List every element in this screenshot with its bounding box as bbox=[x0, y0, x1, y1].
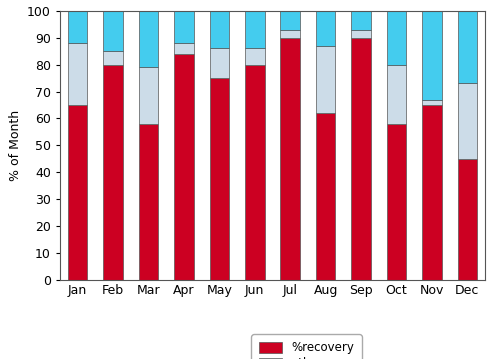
Bar bbox=[174, 43, 194, 54]
Bar bbox=[139, 11, 158, 67]
Bar bbox=[210, 78, 229, 280]
Bar bbox=[104, 51, 123, 65]
Bar bbox=[68, 11, 87, 43]
Bar bbox=[104, 65, 123, 280]
Bar bbox=[139, 124, 158, 280]
Bar bbox=[422, 11, 442, 100]
Bar bbox=[422, 105, 442, 280]
Bar bbox=[280, 11, 300, 30]
Bar bbox=[104, 11, 123, 51]
Bar bbox=[210, 48, 229, 78]
Bar bbox=[316, 46, 336, 113]
Bar bbox=[68, 105, 87, 280]
Bar bbox=[280, 30, 300, 38]
Y-axis label: % of Month: % of Month bbox=[8, 110, 22, 181]
Bar bbox=[386, 124, 406, 280]
Bar bbox=[352, 11, 371, 30]
Bar bbox=[386, 11, 406, 65]
Bar bbox=[174, 11, 194, 43]
Bar bbox=[458, 159, 477, 280]
Bar bbox=[458, 11, 477, 84]
Bar bbox=[352, 38, 371, 280]
Bar bbox=[352, 30, 371, 38]
Bar bbox=[174, 54, 194, 280]
Bar bbox=[386, 65, 406, 124]
Bar bbox=[245, 65, 264, 280]
Bar bbox=[245, 11, 264, 48]
Bar bbox=[316, 113, 336, 280]
Bar bbox=[210, 11, 229, 48]
Bar bbox=[316, 11, 336, 46]
Bar bbox=[245, 48, 264, 65]
Legend: %recovery, other, %precip: %recovery, other, %precip bbox=[252, 334, 362, 359]
Bar bbox=[68, 43, 87, 105]
Bar bbox=[280, 38, 300, 280]
Bar bbox=[458, 84, 477, 159]
Bar bbox=[139, 67, 158, 124]
Bar bbox=[422, 99, 442, 105]
